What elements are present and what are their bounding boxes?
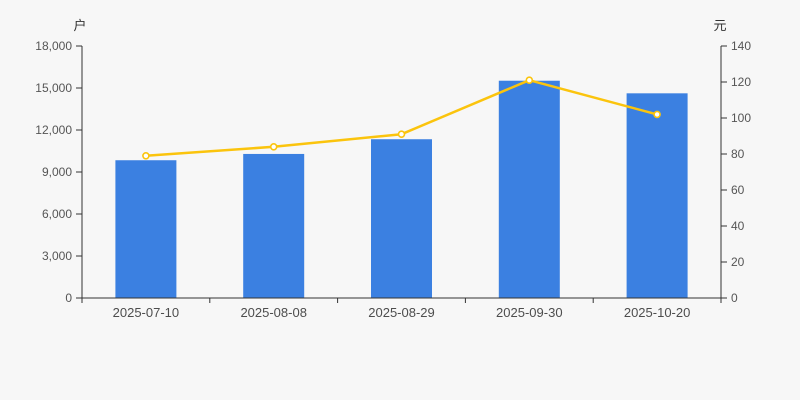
right-axis-tick-label: 60 xyxy=(731,183,745,197)
line-point-2025-08-29[interactable] xyxy=(397,130,406,138)
x-axis-category-label: 2025-07-10 xyxy=(113,305,180,320)
bar-2025-09-30[interactable] xyxy=(498,80,560,298)
left-axis-tick-label: 9,000 xyxy=(42,165,72,179)
bar-2025-08-08[interactable] xyxy=(243,153,305,298)
left-axis-tick-label: 3,000 xyxy=(42,249,72,263)
bar-2025-10-20[interactable] xyxy=(626,93,688,298)
right-axis-tick-label: 120 xyxy=(731,75,751,89)
left-axis-tick-label: 12,000 xyxy=(35,123,72,137)
right-axis-tick-label: 100 xyxy=(731,111,751,125)
line-point-2025-10-20[interactable] xyxy=(653,110,661,119)
right-axis-unit-label: 元 xyxy=(713,18,727,33)
left-axis-tick-label: 18,000 xyxy=(35,39,72,53)
left-axis-tick-label: 6,000 xyxy=(42,207,72,221)
x-axis-category-label: 2025-09-30 xyxy=(496,305,563,320)
x-axis-category-label: 2025-08-08 xyxy=(240,305,307,320)
x-axis-category-label: 2025-08-29 xyxy=(368,305,435,320)
left-axis-unit-label: 户 xyxy=(73,18,87,33)
right-axis-tick-label: 40 xyxy=(731,219,745,233)
x-axis-category-label: 2025-10-20 xyxy=(624,305,691,320)
bar-2025-08-29[interactable] xyxy=(371,139,432,298)
left-axis-tick-label: 15,000 xyxy=(35,81,72,95)
bar-2025-07-10[interactable] xyxy=(115,160,177,298)
right-axis-tick-label: 80 xyxy=(731,147,745,161)
line-point-2025-08-08[interactable] xyxy=(269,143,278,151)
right-axis-tick-label: 0 xyxy=(731,291,738,305)
line-point-2025-07-10[interactable] xyxy=(142,152,150,160)
left-axis-tick-label: 0 xyxy=(65,291,72,305)
line-point-2025-09-30[interactable] xyxy=(525,76,534,84)
right-axis-tick-label: 140 xyxy=(731,39,751,53)
right-axis-tick-label: 20 xyxy=(731,255,745,269)
